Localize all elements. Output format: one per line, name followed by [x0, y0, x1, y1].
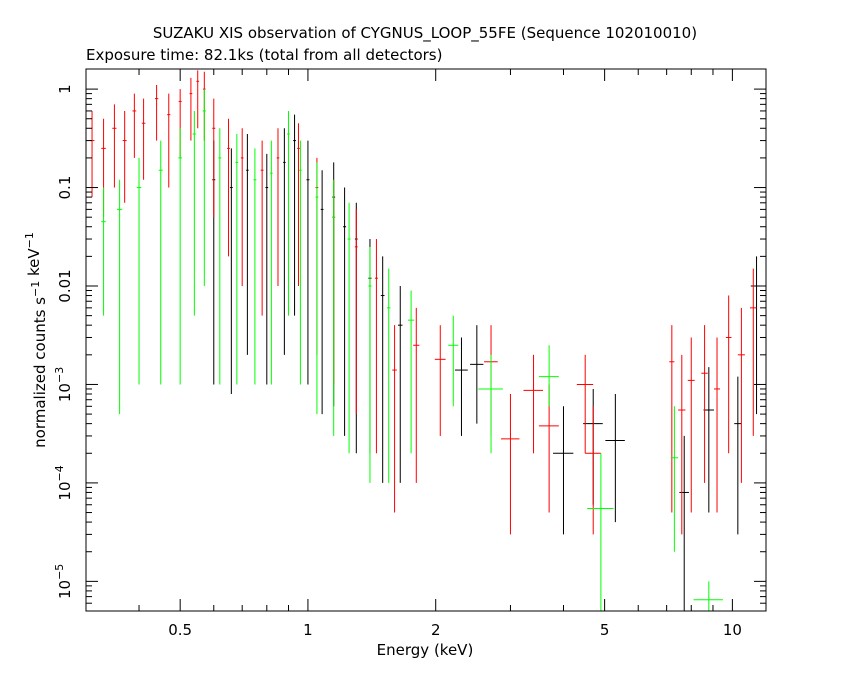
data-point: [167, 93, 171, 188]
data-point: [693, 581, 723, 611]
data-point: [398, 286, 403, 483]
data-point: [246, 133, 249, 355]
data-point: [749, 268, 757, 436]
data-point: [196, 70, 200, 129]
data-point: [141, 98, 146, 180]
data-point: [343, 187, 347, 436]
data-point: [737, 307, 745, 483]
data-point: [136, 157, 142, 385]
y-axis-label: normalized counts s−1 keV−1: [23, 232, 49, 448]
data-point: [725, 295, 732, 454]
data-point: [212, 98, 216, 218]
data-point: [276, 128, 280, 287]
data-point: [101, 187, 106, 316]
data-point: [265, 153, 269, 385]
y-tick-label: 0.01: [56, 269, 74, 302]
data-point: [240, 128, 244, 287]
x-tick-label: 2: [431, 621, 441, 639]
data-point: [218, 128, 222, 385]
data-point: [523, 354, 544, 454]
data-point: [354, 209, 358, 415]
data-point: [293, 114, 296, 316]
data-point: [117, 179, 123, 415]
data-point: [287, 110, 290, 316]
data-point: [605, 393, 625, 523]
data-point: [202, 89, 206, 287]
data-point: [538, 345, 559, 407]
data-series-3: [101, 89, 723, 611]
data-point: [253, 148, 257, 385]
x-axis-label: Energy (keV): [377, 641, 474, 659]
x-tick-label: 0.5: [168, 621, 192, 639]
data-point: [407, 290, 415, 454]
data-point: [500, 393, 520, 535]
data-point: [374, 239, 378, 454]
y-tick-label: 10−3: [53, 367, 74, 402]
data-point: [260, 140, 264, 316]
data-point: [154, 85, 159, 141]
data-point: [454, 337, 468, 436]
data-point: [227, 118, 230, 257]
data-point: [158, 140, 163, 385]
data-point: [189, 77, 193, 141]
data-point: [89, 110, 95, 198]
data-point: [470, 325, 484, 424]
data-point: [434, 325, 446, 436]
data-point: [678, 354, 686, 535]
x-tick-label: 5: [600, 621, 610, 639]
y-tick-label: 10−4: [53, 465, 74, 500]
y-tick-label: 0.1: [56, 176, 74, 200]
chart-title: SUZAKU XIS observation of CYGNUS_LOOP_55…: [153, 24, 697, 43]
data-point: [283, 128, 286, 355]
x-tick-label: 1: [303, 621, 313, 639]
data-point: [703, 367, 714, 513]
data-series-2: [89, 70, 757, 535]
x-tick-label: 10: [723, 621, 742, 639]
data-point: [320, 170, 324, 415]
data-point: [413, 307, 420, 483]
y-tick-label: 1: [56, 84, 74, 94]
data-point: [297, 123, 300, 287]
data-point: [679, 435, 689, 611]
data-point: [669, 325, 675, 513]
data-point: [587, 453, 614, 611]
series-layer: [89, 70, 763, 611]
data-point: [553, 406, 574, 535]
y-tick-label: 10−5: [53, 564, 74, 599]
plot-frame: [85, 68, 767, 612]
data-point: [734, 376, 742, 535]
data-point: [670, 406, 679, 552]
data-point: [347, 202, 351, 454]
data-point: [687, 337, 695, 513]
data-point: [178, 128, 182, 385]
data-point: [392, 325, 397, 513]
data-series-1: [212, 114, 763, 611]
tick-layer: 0.5 1 2 5 10 1 0.1 0.01 10−3 10−4 10−5: [53, 69, 766, 639]
data-point: [192, 110, 197, 316]
data-point: [448, 315, 459, 407]
data-point: [701, 325, 708, 483]
data-point: [235, 133, 239, 385]
data-point: [299, 140, 302, 385]
data-point: [315, 162, 319, 415]
data-point: [270, 140, 273, 385]
data-point: [386, 268, 391, 483]
data-point: [585, 406, 601, 535]
data-point: [368, 246, 372, 483]
data-point: [112, 104, 117, 188]
data-point: [380, 256, 385, 483]
data-point: [229, 148, 233, 394]
data-point: [332, 179, 336, 436]
data-point: [478, 354, 503, 454]
data-point: [306, 140, 310, 385]
data-point: [750, 256, 763, 415]
data-point: [713, 337, 721, 513]
chart-subtitle: Exposure time: 82.1ks (total from all de…: [86, 46, 442, 64]
data-point: [576, 354, 594, 454]
data-point: [122, 110, 127, 203]
data-point: [132, 93, 137, 158]
